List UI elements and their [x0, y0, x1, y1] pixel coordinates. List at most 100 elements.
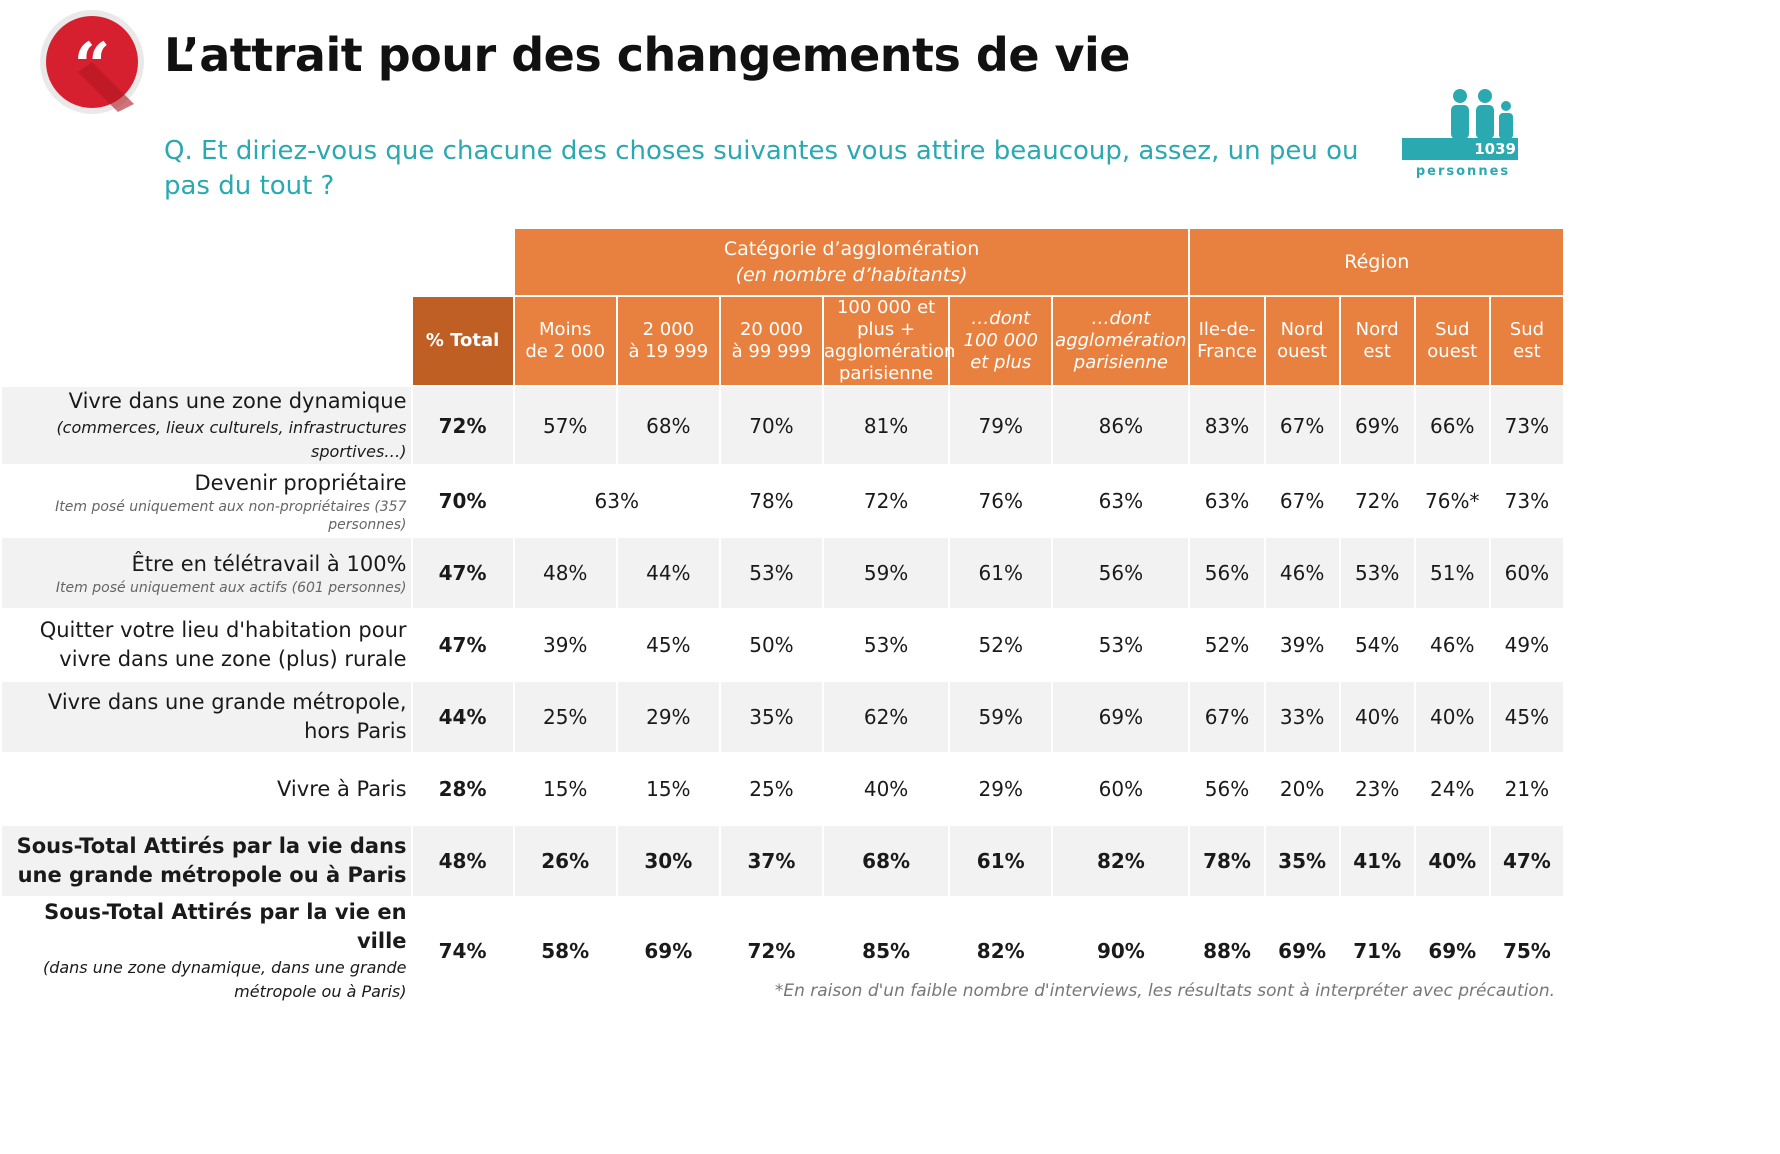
value-cell: 82% — [950, 898, 1052, 1004]
value-cell: 60% — [1490, 538, 1563, 608]
people-group-icon — [1402, 89, 1518, 160]
value-cell: 30% — [617, 826, 719, 896]
value-cell: 78% — [1190, 826, 1264, 896]
col-header-dont-100000: …dont 100 000 et plus — [950, 297, 1052, 385]
value-cell: 78% — [720, 466, 823, 536]
value-cell: 75% — [1490, 898, 1563, 1004]
value-cell: 61% — [950, 538, 1052, 608]
row-label: Sous-Total Attirés par la vie dans une g… — [2, 826, 411, 896]
value-cell: 41% — [1340, 826, 1414, 896]
value-cell: 69% — [1340, 387, 1414, 464]
value-cell: 62% — [824, 682, 949, 752]
total-cell: 72% — [412, 387, 513, 464]
row-sublabel: (commerces, lieux culturels, infrastruct… — [56, 418, 407, 461]
value-cell: 24% — [1415, 754, 1489, 824]
footnote: *En raison d'un faible nombre d'intervie… — [774, 981, 1555, 1001]
value-cell: 69% — [1265, 898, 1339, 1004]
value-cell: 25% — [514, 682, 616, 752]
value-cell: 72% — [720, 898, 823, 1004]
value-cell: 48% — [514, 538, 616, 608]
value-cell: 23% — [1340, 754, 1414, 824]
total-cell: 47% — [412, 538, 513, 608]
total-cell: 48% — [412, 826, 513, 896]
row-label: Vivre dans une zone dynamique (commerces,… — [2, 387, 411, 464]
value-cell: 76%* — [1415, 466, 1489, 536]
table-row: Vivre à Paris 28% 15% 15% 25% 40% 29% 60% 56% 20%… — [2, 754, 1563, 824]
col-header-nord-ouest: Nord ouest — [1265, 297, 1339, 385]
value-cell: 52% — [1190, 610, 1264, 680]
col-header-ile-de-france: Ile-de- France — [1190, 297, 1264, 385]
col-header-total: % Total — [412, 297, 513, 385]
total-cell: 74% — [412, 898, 513, 1004]
page-title: L’attrait pour des changements de vie — [164, 28, 1131, 82]
value-cell: 60% — [1053, 754, 1189, 824]
group-header-region: Région — [1190, 229, 1563, 295]
value-cell: 56% — [1053, 538, 1189, 608]
col-header-20000-99999: 20 000 à 99 999 — [720, 297, 823, 385]
value-cell: 69% — [617, 898, 719, 1004]
table-row: Sous-Total Attirés par la vie en ville (d… — [2, 898, 1563, 1004]
value-cell: 58% — [514, 898, 616, 1004]
group-agglo-sublabel: (en nombre d’habitants) — [735, 264, 968, 286]
value-cell: 61% — [950, 826, 1052, 896]
value-cell: 54% — [1340, 610, 1414, 680]
col-header-100000-plus: 100 000 et plus + agglomération parisienne — [824, 297, 956, 385]
table-row: Devenir propriétaire Item posé uniquement… — [2, 466, 1563, 536]
row-label-text: Sous-Total Attirés par la vie en ville — [44, 900, 407, 953]
value-cell: 20% — [1265, 754, 1339, 824]
value-cell: 82% — [1053, 826, 1189, 896]
value-cell: 59% — [824, 538, 949, 608]
row-label: Vivre dans une grande métropole, hors Pa… — [2, 682, 411, 752]
value-cell: 67% — [1190, 682, 1264, 752]
value-cell: 37% — [720, 826, 823, 896]
value-cell: 53% — [824, 610, 949, 680]
value-cell: 25% — [720, 754, 823, 824]
value-cell-merged: 63% — [514, 466, 719, 536]
value-cell: 81% — [824, 387, 949, 464]
value-cell: 72% — [1340, 466, 1414, 536]
value-cell: 68% — [824, 826, 949, 896]
col-header-sud-ouest: Sud ouest — [1415, 297, 1489, 385]
total-cell: 70% — [412, 466, 513, 536]
table-row: Être en télétravail à 100% Item posé uniq… — [2, 538, 1563, 608]
row-label-text: Vivre à Paris — [277, 776, 407, 801]
table-row: Quitter votre lieu d'habitation pour viv… — [2, 610, 1563, 680]
value-cell: 73% — [1490, 387, 1563, 464]
value-cell: 50% — [720, 610, 823, 680]
value-cell: 39% — [514, 610, 616, 680]
sample-count: 1039 — [1474, 140, 1516, 158]
value-cell: 40% — [824, 754, 949, 824]
value-cell: 83% — [1190, 387, 1264, 464]
row-sublabel: (dans une zone dynamique, dans une grand… — [42, 958, 407, 1001]
row-label-text: Quitter votre lieu d'habitation pour viv… — [39, 618, 407, 671]
survey-question: Q. Et diriez-vous que chacune des choses… — [164, 136, 1359, 201]
row-label: Vivre à Paris — [2, 754, 411, 824]
value-cell: 46% — [1265, 538, 1339, 608]
row-label: Être en télétravail à 100% Item posé uniq… — [2, 538, 411, 608]
value-cell: 79% — [950, 387, 1052, 464]
value-cell: 67% — [1265, 387, 1339, 464]
row-note: Item posé uniquement aux actifs (601 per… — [55, 579, 407, 596]
group-header-agglomeration: Catégorie d’agglomération (en nombre d’h… — [514, 229, 1189, 295]
row-label: Sous-Total Attirés par la vie en ville (d… — [2, 898, 411, 1004]
value-cell: 45% — [1490, 682, 1563, 752]
results-table: Catégorie d’agglomération (en nombre d’h… — [0, 227, 1565, 1006]
table-row: Sous-Total Attirés par la vie dans une g… — [2, 826, 1563, 896]
col-header-moins-2000: Moins de 2 000 — [514, 297, 616, 385]
value-cell: 85% — [824, 898, 949, 1004]
sample-size-badge: 1039 personnes — [1400, 86, 1520, 182]
value-cell: 63% — [1053, 466, 1189, 536]
value-cell: 70% — [720, 387, 823, 464]
sample-label: personnes — [1415, 164, 1511, 179]
row-label-text: Sous-Total Attirés par la vie dans une g… — [16, 834, 407, 887]
value-cell: 63% — [1190, 466, 1264, 536]
value-cell: 29% — [617, 682, 719, 752]
value-cell: 88% — [1190, 898, 1264, 1004]
value-cell: 57% — [514, 387, 616, 464]
value-cell: 71% — [1340, 898, 1414, 1004]
value-cell: 35% — [1265, 826, 1339, 896]
value-cell: 69% — [1415, 898, 1489, 1004]
value-cell: 86% — [1053, 387, 1189, 464]
value-cell: 69% — [1053, 682, 1189, 752]
value-cell: 39% — [1265, 610, 1339, 680]
